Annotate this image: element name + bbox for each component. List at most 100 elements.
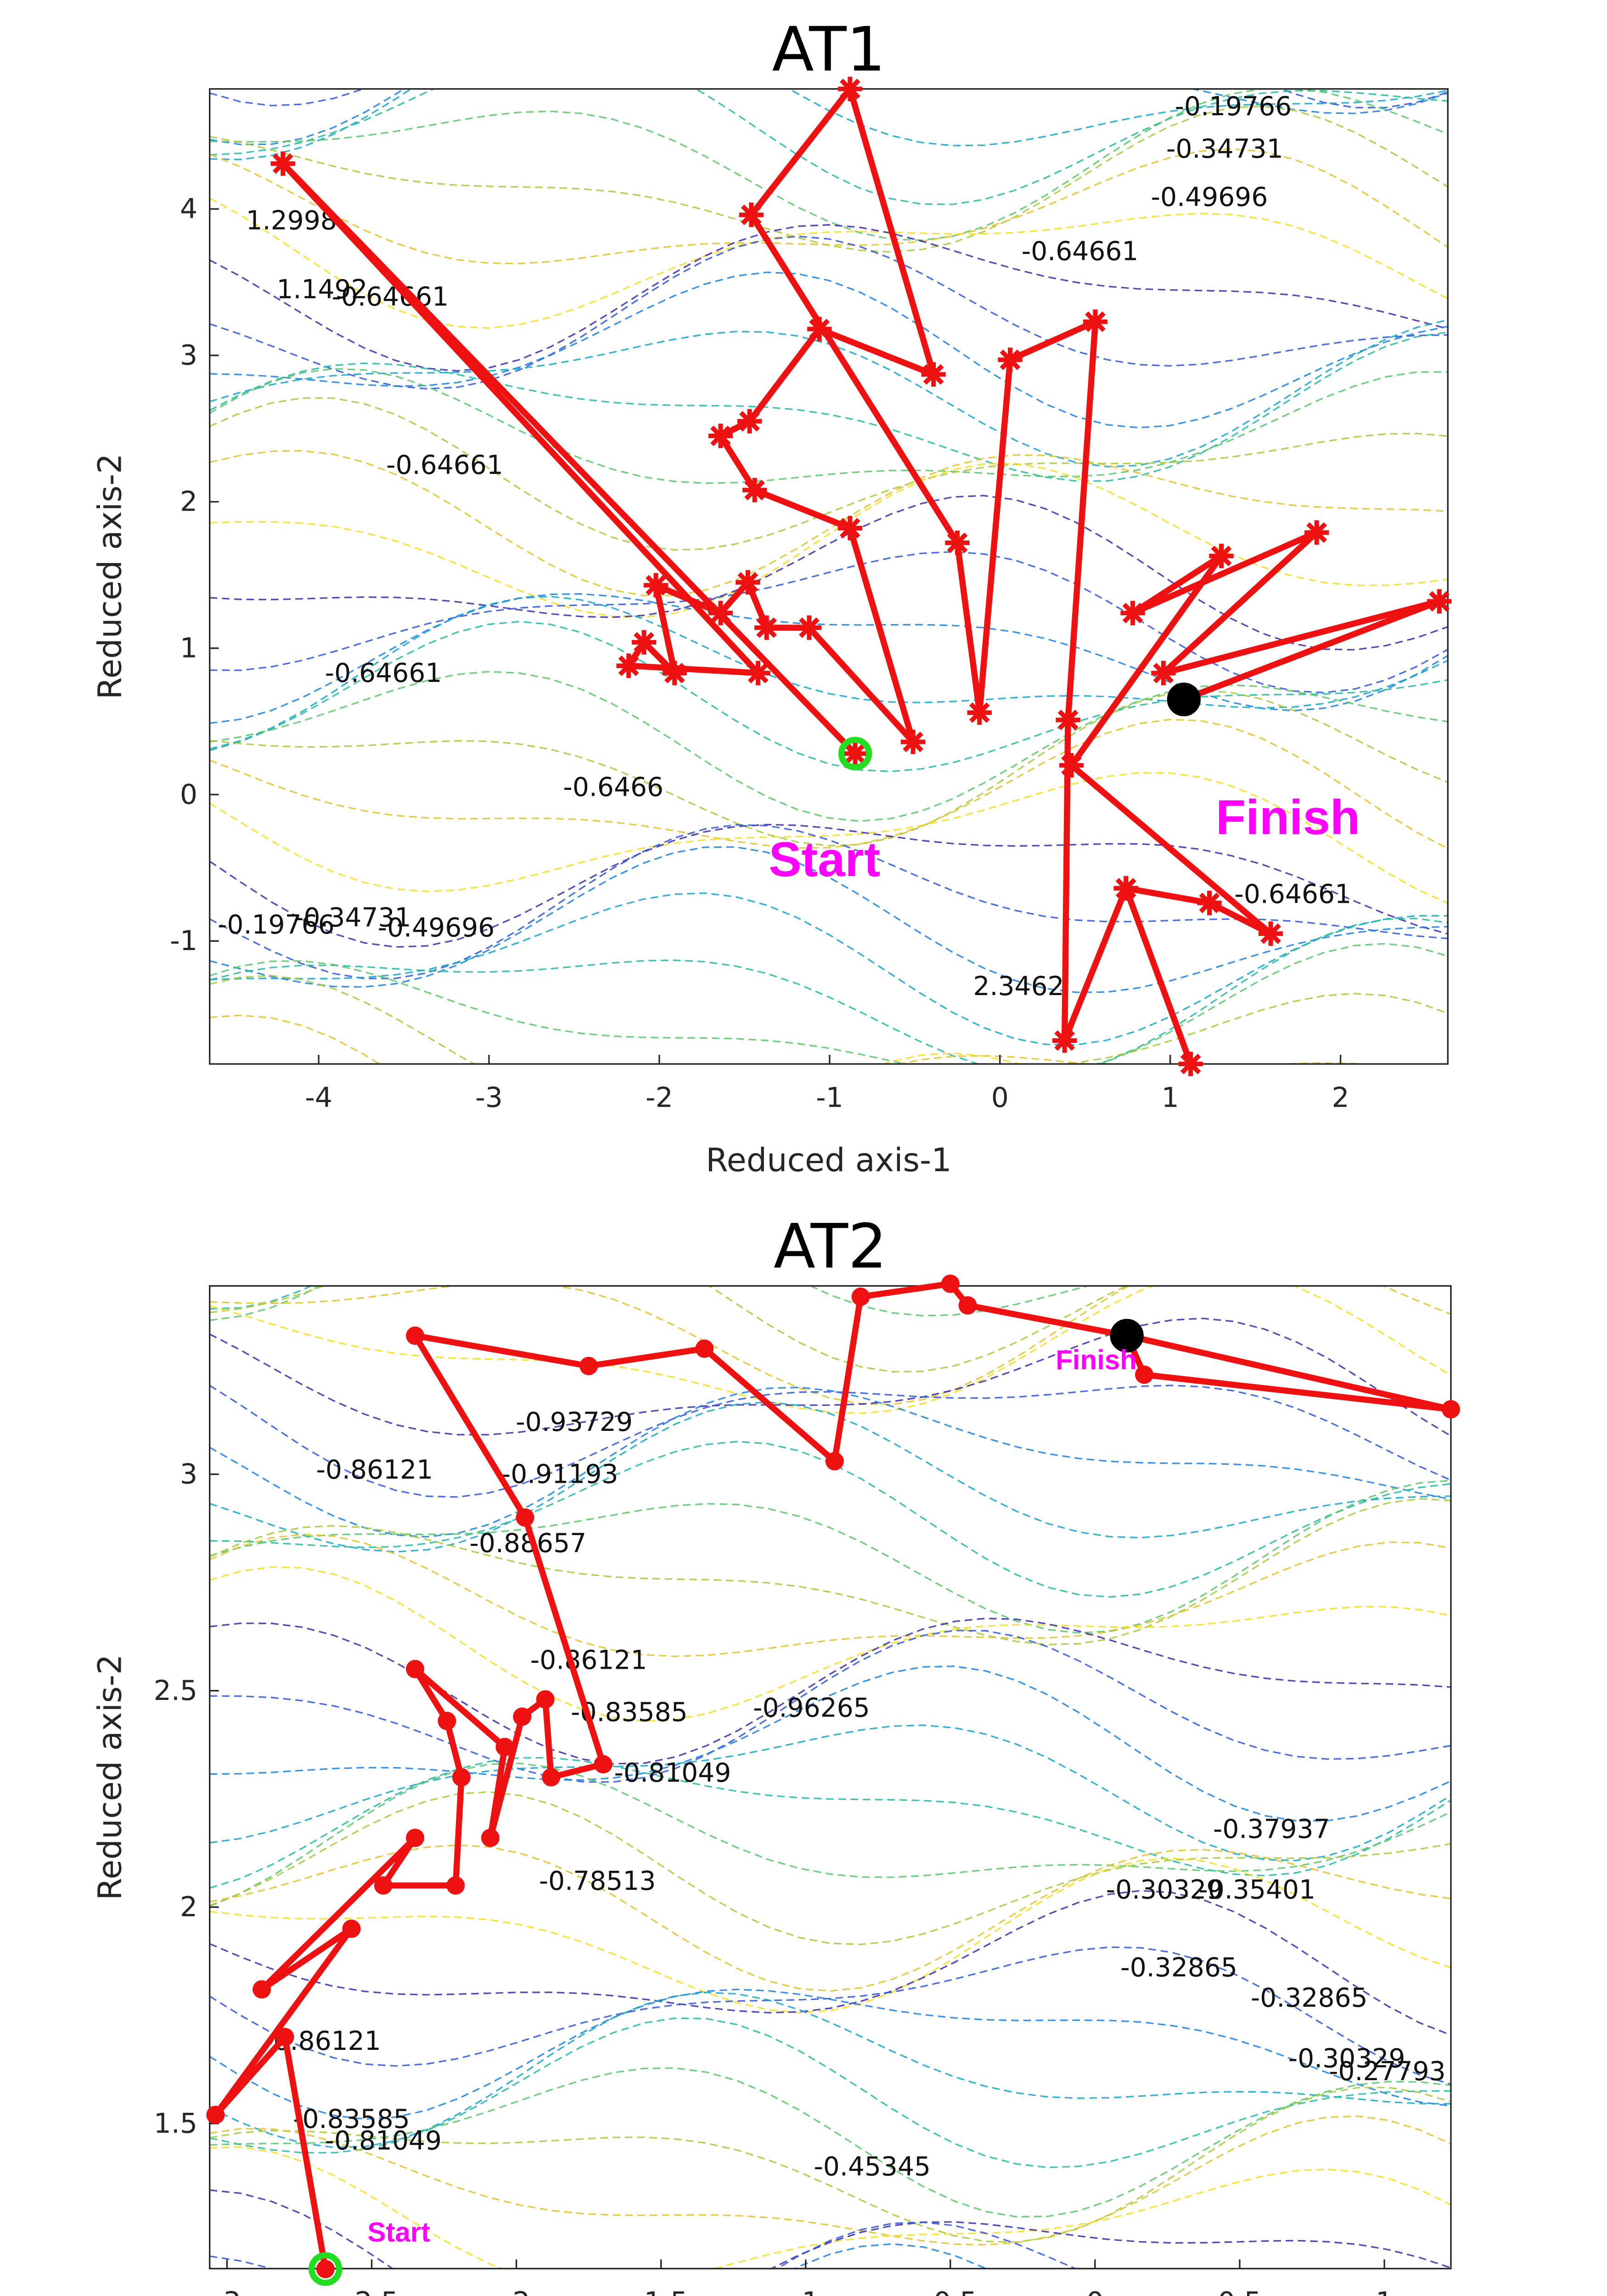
trajectory (280, 86, 1443, 1067)
point (941, 1274, 960, 1293)
finish-label: Finish (1056, 1345, 1137, 1375)
point (481, 1829, 500, 1847)
contour-label: -0.64661 (325, 658, 442, 688)
contour-line (793, 2243, 988, 2269)
contour-line (209, 974, 1448, 1064)
y-tick-label: 1.5 (154, 2108, 197, 2140)
point (1052, 1028, 1077, 1053)
point (1178, 1052, 1203, 1076)
annotations: -0.86121-0.93729-0.91193-0.88657-0.86121… (264, 1407, 1446, 2182)
contour-line (209, 1844, 1451, 1992)
contour-line (209, 197, 1448, 329)
contour-label: -0.83585 (293, 2104, 410, 2134)
point (1083, 309, 1108, 334)
contour-line (209, 1629, 1451, 1783)
point (1151, 661, 1176, 686)
contour-line (209, 1533, 1451, 1657)
point (275, 2027, 294, 2046)
point (736, 570, 760, 595)
point (1442, 1400, 1460, 1419)
contour-line (209, 89, 1448, 242)
y-axis-label: Reduced axis-2 (91, 1654, 129, 1901)
contour-line (209, 1386, 1451, 1538)
contour-label: -0.32865 (1251, 1983, 1368, 2013)
point (206, 2105, 225, 2124)
point (542, 1768, 561, 1787)
x-tick-label: -3 (475, 1081, 503, 1114)
contour-label: -0.19766 (1175, 91, 1292, 122)
contour-line (209, 148, 1448, 264)
x-tick-label: -4 (305, 1081, 332, 1114)
contour-label: -0.81049 (614, 1758, 731, 1788)
point (406, 1660, 425, 1678)
contour-line (882, 1052, 1022, 1064)
point (837, 516, 863, 540)
point (513, 1707, 532, 1726)
contour-line (209, 271, 1448, 429)
point (1120, 601, 1145, 625)
contour-line (209, 368, 1448, 484)
contours (209, 89, 1448, 1064)
contour-line (209, 1946, 1451, 2085)
point (742, 478, 767, 502)
contour-label: 1.2998 (246, 206, 337, 236)
x-tick-label: -1 (816, 1081, 843, 1114)
plot-frame (208, 88, 1449, 1065)
point (754, 615, 779, 640)
y-tick-label: 1 (180, 632, 197, 664)
start-marker (309, 2252, 343, 2286)
point (374, 1876, 393, 1895)
contour-line (209, 551, 1448, 694)
contour-line (209, 1384, 1451, 1498)
contour-line (209, 2087, 1451, 2243)
x-tick-label: -2 (503, 2286, 530, 2296)
contour-line (209, 2067, 1451, 2218)
contour-line (209, 1724, 1451, 1862)
contours (209, 1286, 1451, 2269)
contour-label: -0.34731 (294, 902, 411, 933)
contour-line (209, 1617, 1451, 1765)
contour-line (209, 596, 1448, 750)
contour-label: -0.49696 (378, 913, 495, 943)
start-label: Start (769, 832, 880, 887)
y-axis-label: Reduced axis-2 (91, 454, 129, 700)
contour-line (209, 495, 1448, 651)
x-tick-label: -1 (792, 2286, 820, 2296)
contour-label: -0.86121 (530, 1645, 647, 1676)
contour-label: -0.93729 (516, 1407, 633, 1437)
point (1113, 876, 1138, 901)
point (316, 2260, 335, 2279)
contour-line (209, 1665, 1451, 1822)
contour-label: -0.64661 (332, 282, 449, 312)
contour-line (209, 224, 1448, 372)
contour-line (209, 917, 1448, 1064)
contour-line (209, 397, 1448, 551)
contour-line (209, 689, 1448, 847)
contour-label: -0.6466 (563, 772, 663, 803)
point (837, 77, 863, 101)
contour-label: -0.30329 (1288, 2043, 1405, 2074)
point (708, 601, 733, 625)
x-tick-label: 0 (991, 1081, 1009, 1114)
contour-line (209, 89, 1448, 161)
contour-label: -0.27793 (1329, 2056, 1446, 2087)
point (579, 1356, 598, 1375)
contour-line (209, 1757, 1451, 1889)
contour-line (209, 105, 1448, 253)
contour-label: -0.78513 (539, 1866, 656, 1896)
point (536, 1690, 555, 1709)
x-tick-label: 1 (1162, 1081, 1179, 1114)
point (1258, 921, 1283, 946)
point (406, 1829, 425, 1847)
point (1427, 589, 1452, 614)
y-tick-label: -1 (170, 925, 197, 957)
start-marker (838, 737, 872, 771)
finish-marker (1167, 682, 1201, 716)
contour-label: -0.49696 (1151, 182, 1268, 213)
contour-label: -0.96265 (753, 1693, 870, 1723)
y-tick-label: 2.5 (154, 1675, 197, 1707)
point (998, 347, 1023, 372)
contour-line (209, 943, 1448, 1064)
